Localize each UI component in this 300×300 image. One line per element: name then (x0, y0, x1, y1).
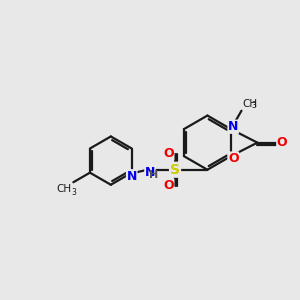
Text: N: N (228, 120, 238, 133)
Text: O: O (277, 136, 287, 149)
Text: N: N (145, 166, 155, 178)
Text: S: S (170, 163, 180, 177)
Text: 3: 3 (71, 188, 76, 197)
Text: CH: CH (57, 184, 72, 194)
Text: 3: 3 (251, 101, 256, 110)
Text: CH: CH (242, 99, 257, 109)
Text: N: N (127, 170, 137, 183)
Text: O: O (163, 179, 174, 192)
Text: H: H (149, 170, 159, 180)
Text: O: O (163, 147, 174, 160)
Text: O: O (228, 152, 238, 165)
